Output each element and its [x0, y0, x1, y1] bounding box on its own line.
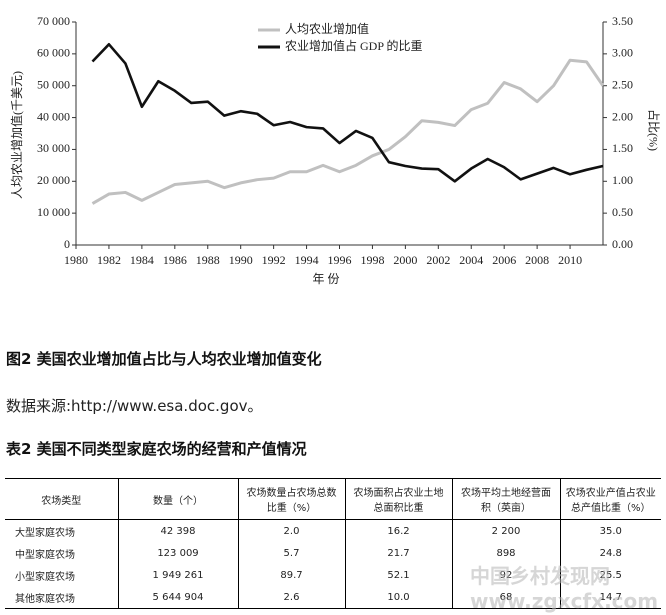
x-tick-label: 1986	[163, 253, 187, 267]
header-cell: 农场农业产值占农业总产值比重（%）	[559, 478, 661, 520]
table-cell: 35.0	[559, 519, 661, 542]
y2-tick-label: 0.50	[612, 205, 633, 219]
x-tick-label: 2008	[525, 253, 549, 267]
y-tick-label: 70 000	[37, 14, 70, 28]
header-row: 农场类型 数量（个） 农场数量占农场总数比重（%） 农场面积占农业土地总面积比重 农场平…	[5, 478, 661, 520]
table-cell: 10.0	[344, 586, 452, 609]
x-tick-label: 1984	[130, 253, 154, 267]
y2-tick-label: 1.00	[612, 173, 633, 187]
y2-tick-label: 2.50	[612, 77, 633, 91]
chart: 人均农业增加值(千美元) 占比(%) 年 份 0 10 000 20 000 30 0…	[9, 14, 662, 286]
figure-caption: 图2 美国农业增加值占比与人均农业增加值变化	[6, 350, 322, 368]
table-title: 表2 美国不同类型家庭农场的经营和产值情况	[6, 440, 307, 458]
table-cell: 92	[451, 564, 560, 586]
table-cell: 898	[451, 542, 560, 564]
x-tick-label: 1992	[262, 253, 286, 267]
table-cell: 68	[451, 586, 560, 609]
table-cell: 小型家庭农场	[15, 571, 75, 583]
y-tick-label: 20 000	[37, 173, 70, 187]
table-cell: 其他家庭农场	[15, 593, 75, 605]
legend-label: 农业增加值占 GDP 的比重	[285, 38, 423, 53]
y2-tick-label: 3.50	[612, 14, 633, 28]
table-cell: 中型家庭农场	[15, 549, 75, 561]
x-tick-label: 1988	[196, 253, 220, 267]
y-tick-label: 30 000	[37, 141, 70, 155]
y-axis-label: 人均农业增加值(千美元)	[9, 71, 24, 199]
table-cell: 2 200	[451, 519, 560, 542]
table-cell: 123 009	[117, 542, 238, 564]
table: 农场类型 数量（个） 农场数量占农场总数比重（%） 农场面积占农业土地总面积比重 农场平…	[5, 478, 661, 609]
header-cell: 农场数量占农场总数比重（%）	[237, 478, 345, 520]
table-cell: 2.0	[237, 519, 345, 542]
header-cell: 农场类型	[5, 478, 118, 520]
x-tick-label: 1998	[360, 253, 384, 267]
x-tick-label: 2002	[426, 253, 450, 267]
x-tick-label: 1982	[97, 253, 121, 267]
table-cell: 24.8	[559, 542, 661, 564]
y2-tick-label: 0.00	[612, 237, 633, 251]
table-cell: 2.6	[237, 586, 345, 609]
y2-tick-label: 3.00	[612, 46, 633, 60]
y-tick-label: 10 000	[37, 205, 70, 219]
table-cell: 25.5	[559, 564, 661, 586]
table-row: 大型家庭农场 42 398 2.0 16.2 2 200 35.0	[5, 519, 661, 542]
table-cell: 1 949 261	[117, 564, 238, 586]
x-axis-label: 年 份	[312, 272, 339, 286]
x-tick-label: 2000	[393, 253, 417, 267]
y2-axis-label: 占比(%)	[646, 109, 661, 151]
table-cell: 52.1	[344, 564, 452, 586]
x-tick-label: 2006	[492, 253, 516, 267]
x-tick-label: 2010	[558, 253, 582, 267]
table-cell: 14.7	[559, 586, 661, 609]
y-tick-label: 50 000	[37, 77, 70, 91]
legend-label: 人均农业增加值	[285, 21, 369, 36]
y-tick-label: 60 000	[37, 46, 70, 60]
series-line	[91, 43, 604, 183]
table-cell: 5 644 904	[117, 586, 238, 609]
x-tick-label: 2004	[459, 253, 483, 267]
table-cell: 16.2	[344, 519, 452, 542]
y-tick-label: 0	[64, 237, 70, 251]
table-cell: 42 398	[117, 519, 238, 542]
table-row: 中型家庭农场 123 009 5.7 21.7 898 24.8	[5, 542, 661, 564]
table-cell: 5.7	[237, 542, 345, 564]
table-cell: 89.7	[237, 564, 345, 586]
table-body: 大型家庭农场 42 398 2.0 16.2 2 200 35.0 中型家庭农场 123 00…	[5, 519, 661, 609]
table-row: 小型家庭农场 1 949 261 89.7 52.1 92 25.5	[5, 564, 661, 586]
x-tick-label: 1994	[295, 253, 319, 267]
header-cell: 农场面积占农业土地总面积比重	[344, 478, 452, 520]
table-cell: 21.7	[344, 542, 452, 564]
y2-tick-label: 1.50	[612, 141, 633, 155]
header-cell: 数量（个）	[117, 478, 238, 520]
series-line	[91, 58, 605, 205]
x-tick-label: 1996	[328, 253, 352, 267]
y2-tick-label: 2.00	[612, 109, 633, 123]
table-row: 其他家庭农场 5 644 904 2.6 10.0 68 14.7	[5, 586, 661, 609]
table-cell: 大型家庭农场	[15, 527, 75, 539]
x-tick-label: 1980	[64, 253, 88, 267]
x-tick-label: 1990	[229, 253, 253, 267]
y-tick-label: 40 000	[37, 109, 70, 123]
header-cell: 农场平均土地经营面积（英亩）	[451, 478, 560, 520]
watermark: 中国乡村发现网 www.zgxcfx.com	[470, 564, 659, 613]
source: 数据来源:http://www.esa.doc.gov。	[6, 397, 263, 415]
